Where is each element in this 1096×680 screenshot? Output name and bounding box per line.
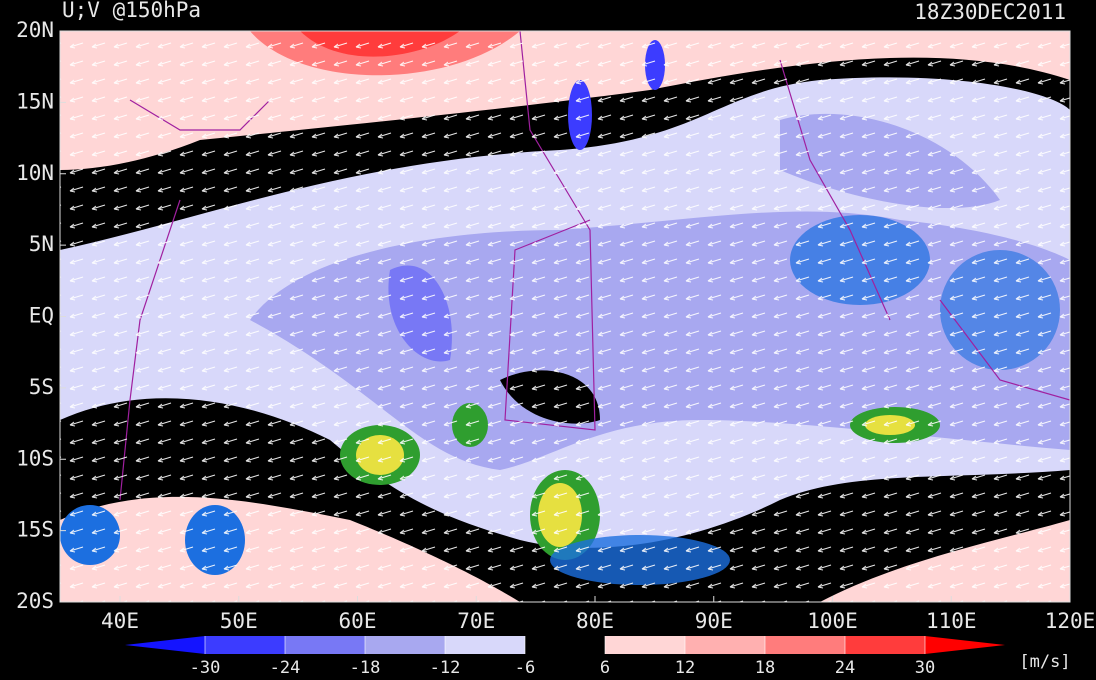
colorbar-label: -12 bbox=[430, 658, 461, 678]
lon-label: 110E bbox=[926, 609, 977, 633]
lon-label: 100E bbox=[807, 609, 858, 633]
lat-label: 5S bbox=[29, 375, 54, 399]
colorbar-label: 30 bbox=[915, 658, 935, 678]
colorbar-unit: [m/s] bbox=[1019, 652, 1070, 672]
lon-axis: 40E 50E 60E 70E 80E 90E 100E 110E 120E bbox=[101, 596, 1095, 633]
title: U;V @150hPa bbox=[62, 0, 201, 22]
lat-label: 20S bbox=[16, 589, 54, 613]
colorbar-label: 12 bbox=[675, 658, 695, 678]
lat-label: 5N bbox=[29, 232, 54, 256]
lat-label: 20N bbox=[16, 18, 54, 42]
colorbar-bin bbox=[285, 636, 365, 654]
colorbar-bin bbox=[205, 636, 285, 654]
lat-label: EQ bbox=[29, 304, 54, 328]
colorbar-bin bbox=[365, 636, 445, 654]
lon-label: 70E bbox=[457, 609, 495, 633]
colorbar: -30 -24 -18 -12 -6 6 12 18 24 30 bbox=[125, 636, 1005, 678]
colorbar-bin bbox=[605, 636, 685, 654]
lon-label: 50E bbox=[220, 609, 258, 633]
timestamp: 18Z30DEC2011 bbox=[914, 0, 1066, 24]
colorbar-bin bbox=[445, 636, 525, 654]
lat-label: 10N bbox=[16, 161, 54, 185]
colorbar-extend-high bbox=[925, 636, 1005, 654]
lat-label: 15S bbox=[16, 518, 54, 542]
wind-field bbox=[60, 31, 1070, 602]
lon-label: 40E bbox=[101, 609, 139, 633]
colorbar-label: 18 bbox=[755, 658, 775, 678]
lat-label: 10S bbox=[16, 446, 54, 470]
lon-label: 120E bbox=[1045, 609, 1096, 633]
lon-label: 80E bbox=[576, 609, 614, 633]
lat-label: 15N bbox=[16, 89, 54, 113]
lon-label: 90E bbox=[695, 609, 733, 633]
colorbar-bin bbox=[845, 636, 925, 654]
colorbar-label: 24 bbox=[835, 658, 855, 678]
colorbar-bin bbox=[525, 636, 605, 654]
colorbar-label: -30 bbox=[190, 658, 221, 678]
colorbar-label: -6 bbox=[515, 658, 535, 678]
lat-axis: 20N 15N 10N 5N EQ 5S 10S 15S 20S bbox=[16, 18, 66, 613]
lon-label: 60E bbox=[339, 609, 377, 633]
colorbar-label: 6 bbox=[600, 658, 610, 678]
colorbar-label: -18 bbox=[350, 658, 381, 678]
colorbar-bin bbox=[765, 636, 845, 654]
colorbar-label: -24 bbox=[270, 658, 301, 678]
colorbar-bin bbox=[685, 636, 765, 654]
colorbar-extend-low bbox=[125, 636, 205, 654]
